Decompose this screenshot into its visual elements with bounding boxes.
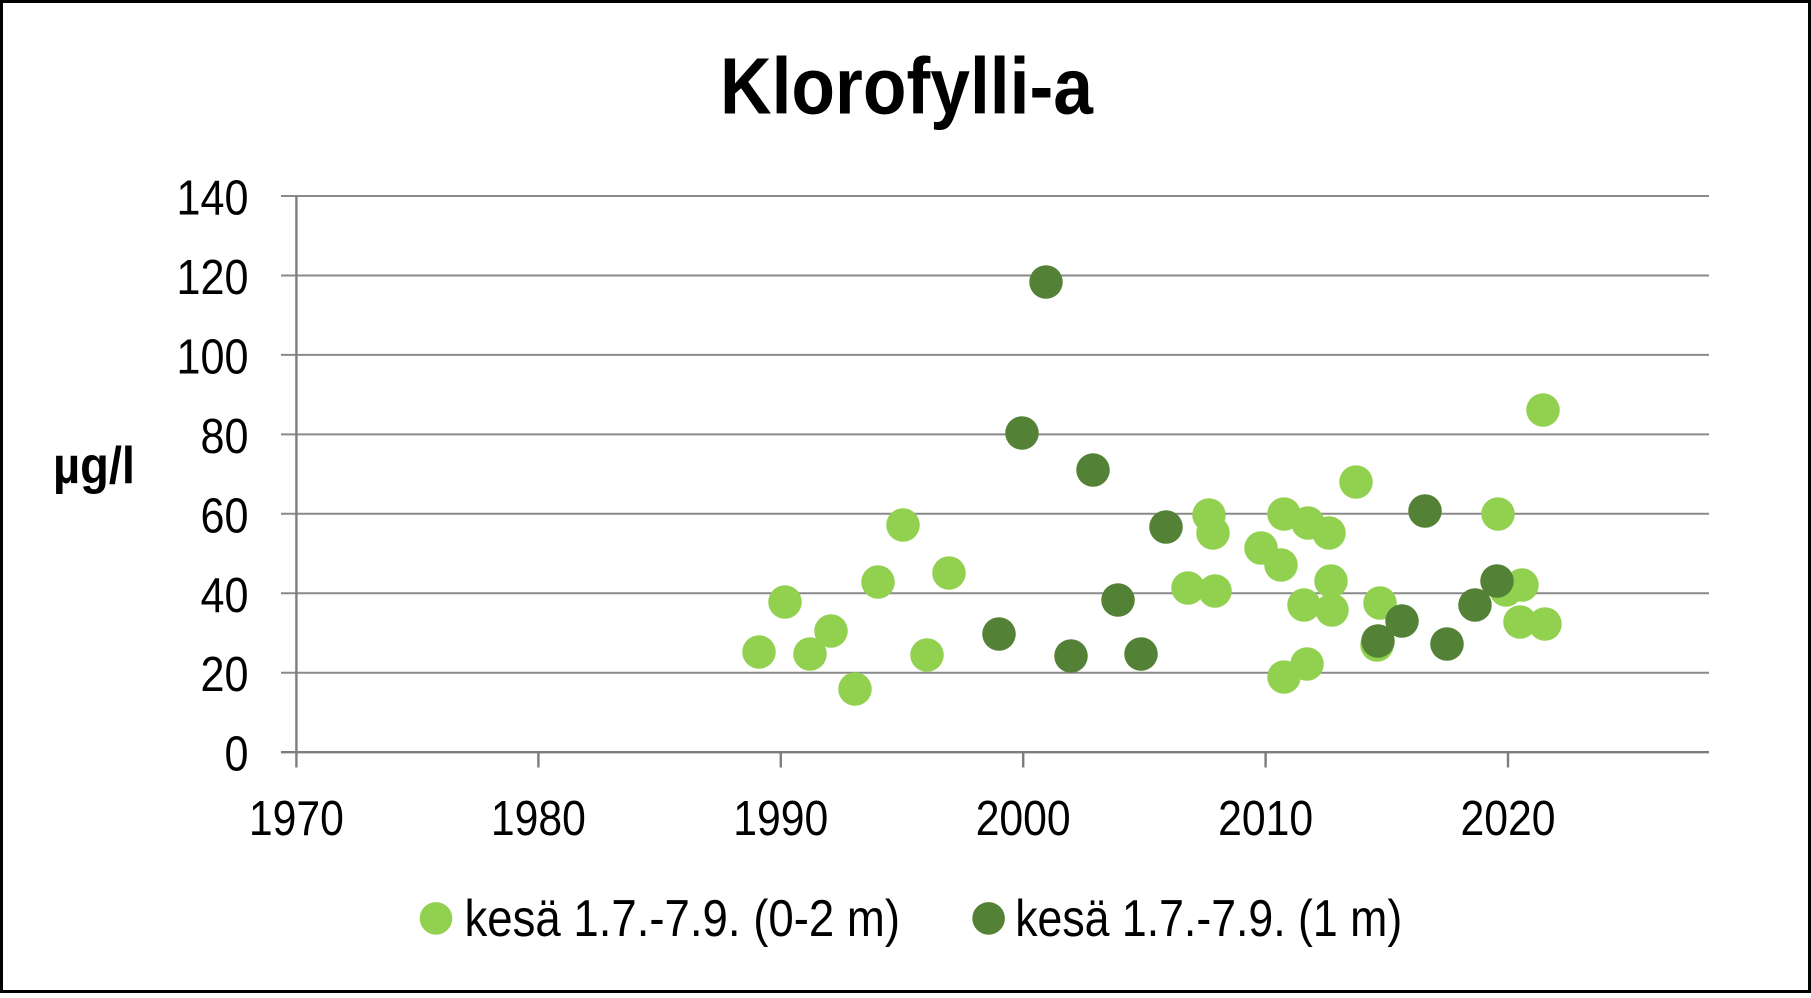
svg-text:140: 140 (177, 172, 249, 226)
svg-text:120: 120 (177, 251, 249, 305)
svg-text:20: 20 (201, 648, 249, 702)
svg-text:Klorofylli-a: Klorofylli-a (720, 42, 1093, 131)
svg-text:1990: 1990 (733, 792, 828, 846)
svg-text:2010: 2010 (1218, 792, 1313, 846)
svg-text:2020: 2020 (1461, 792, 1556, 846)
svg-text:100: 100 (177, 330, 249, 384)
svg-text:80: 80 (201, 410, 249, 464)
svg-text:60: 60 (201, 489, 249, 543)
svg-text:40: 40 (201, 569, 249, 623)
svg-text:1970: 1970 (249, 792, 344, 846)
svg-text:kesä 1.7.-7.9. (0-2 m): kesä 1.7.-7.9. (0-2 m) (465, 890, 901, 948)
svg-text:0: 0 (225, 728, 249, 782)
svg-text:kesä 1.7.-7.9. (1 m): kesä 1.7.-7.9. (1 m) (1015, 890, 1402, 948)
svg-text:2000: 2000 (976, 792, 1071, 846)
svg-text:µg/l: µg/l (53, 437, 135, 495)
svg-text:1980: 1980 (491, 792, 586, 846)
